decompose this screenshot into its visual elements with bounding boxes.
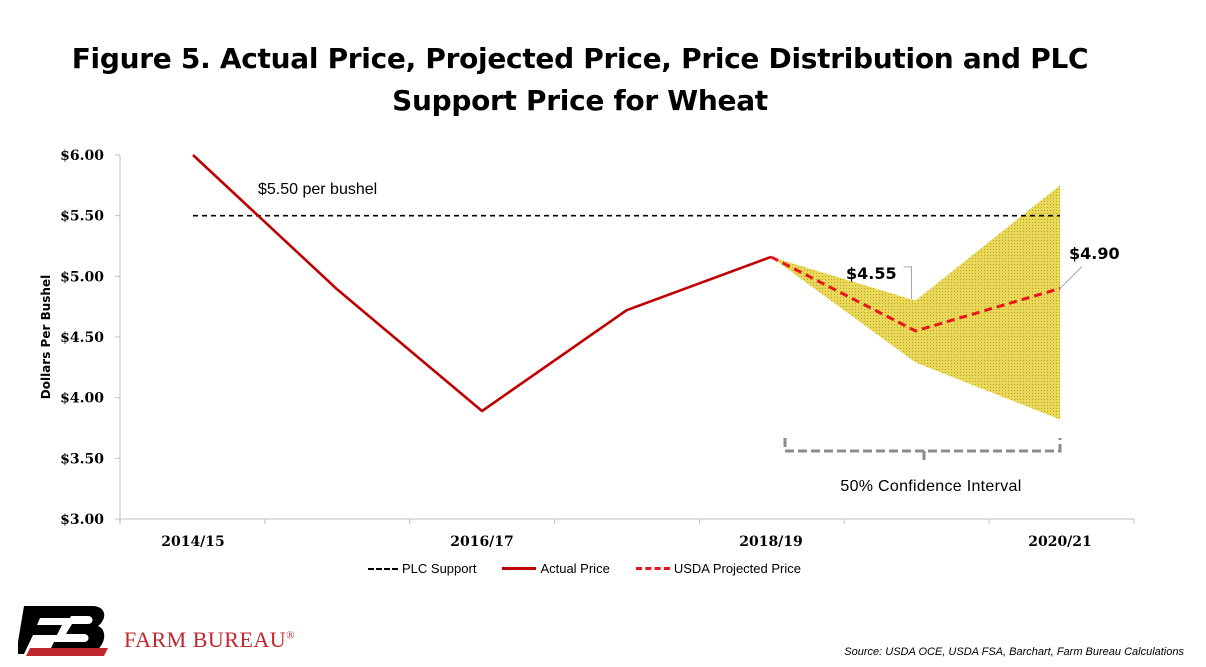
callout-leader-2019 — [903, 266, 912, 299]
x-tick-label: 2016/17 — [450, 534, 514, 550]
brand-name: FARM BUREAU® — [124, 627, 295, 653]
y-axis-label: Dollars Per Bushel — [39, 275, 53, 399]
callout-label-2019: $4.55 — [846, 264, 897, 283]
source-note: Source: USDA OCE, USDA FSA, Barchart, Fa… — [844, 646, 1184, 658]
projected-price-line — [770, 255, 1061, 333]
confidence-interval-label: 50% Confidence Interval — [840, 478, 1021, 495]
legend-swatch-plc — [368, 567, 398, 570]
legend-label-actual: Actual Price — [540, 561, 610, 576]
legend-swatch-actual — [502, 567, 537, 570]
legend-label-projected: USDA Projected Price — [673, 561, 801, 576]
y-tick-label: $3.00 — [60, 512, 104, 528]
callout-leader-2020 — [1059, 266, 1083, 289]
title-line-1: Figure 5. Actual Price, Projected Price,… — [71, 42, 1089, 75]
x-tick-label: 2018/19 — [739, 534, 803, 550]
x-tick-label: 2014/15 — [161, 534, 225, 550]
legend-item-actual: Actual Price — [502, 561, 610, 576]
callout-label-2020: $4.90 — [1069, 244, 1120, 263]
y-tick-label: $5.50 — [60, 209, 104, 225]
chart-title: Figure 5. Actual Price, Projected Price,… — [0, 38, 1160, 122]
y-tick-label: $4.50 — [60, 330, 104, 346]
legend-item-projected: USDA Projected Price — [635, 561, 801, 576]
farm-bureau-logo-icon — [18, 606, 108, 656]
brand-text: FARM BUREAU — [124, 627, 287, 652]
chart-legend: PLC Support Actual Price USDA Projected … — [368, 561, 801, 576]
y-tick-label: $4.00 — [60, 391, 104, 407]
title-line-2: Support Price for Wheat — [392, 84, 768, 117]
confidence-band — [771, 185, 1060, 420]
y-tick-label: $6.00 — [60, 148, 104, 164]
confidence-interval-bracket — [783, 438, 1062, 464]
legend-swatch-projected — [635, 567, 670, 570]
plc-price-label: $5.50 per bushel — [258, 181, 377, 198]
brand-mark: ® — [286, 629, 296, 642]
x-tick-label: 2020/21 — [1028, 534, 1092, 550]
actual-price-line — [192, 154, 772, 413]
y-tick-label: $5.00 — [60, 269, 104, 285]
y-tick-label: $3.50 — [60, 451, 104, 467]
legend-item-plc: PLC Support — [368, 561, 476, 576]
legend-label-plc: PLC Support — [402, 561, 477, 576]
